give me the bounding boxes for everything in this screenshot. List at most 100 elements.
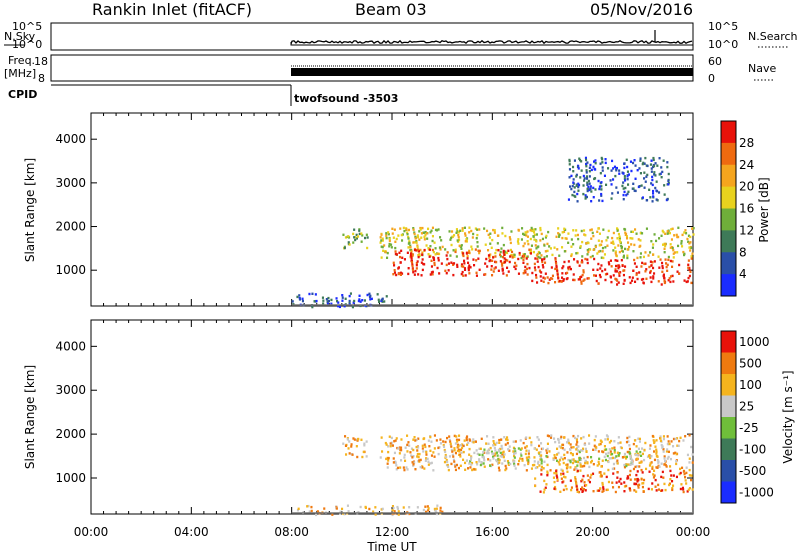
data-cell: [665, 262, 668, 265]
data-cell: [479, 447, 482, 450]
scatter-region: [534, 469, 694, 494]
data-cell: [632, 269, 635, 272]
data-cell: [449, 238, 452, 241]
data-cell: [587, 479, 590, 482]
data-cell: [578, 183, 581, 187]
data-cell: [575, 438, 578, 441]
data-cell: [659, 439, 662, 443]
data-cell: [441, 245, 444, 249]
data-cell: [555, 470, 558, 473]
data-cell: [641, 232, 644, 235]
data-cell: [628, 245, 631, 249]
data-cell: [565, 277, 568, 281]
data-cell: [360, 438, 363, 441]
data-cell: [690, 281, 693, 285]
data-cell: [660, 234, 663, 237]
data-cell: [546, 242, 549, 246]
data-cell: [598, 185, 601, 188]
data-cell: [403, 453, 406, 457]
data-cell: [639, 256, 642, 259]
data-cell: [487, 458, 490, 461]
data-cell: [417, 455, 420, 459]
data-cell: [594, 177, 597, 180]
data-cell: [480, 437, 483, 440]
data-cell: [690, 478, 693, 482]
data-cell: [655, 489, 658, 492]
data-cell: [557, 232, 560, 235]
data-cell: [298, 294, 301, 297]
data-cell: [671, 260, 674, 263]
data-cell: [546, 434, 549, 437]
data-cell: [421, 444, 424, 447]
data-cell: [498, 458, 501, 462]
colorbar-swatch: [721, 460, 736, 482]
data-cell: [674, 437, 677, 441]
data-cell: [645, 277, 648, 280]
data-cell: [401, 272, 404, 275]
data-cell: [394, 250, 397, 253]
data-cell: [502, 249, 505, 253]
data-cell: [363, 442, 366, 445]
data-cell: [446, 257, 449, 261]
data-cell: [530, 467, 533, 470]
data-cell: [583, 278, 586, 281]
data-cell: [468, 226, 471, 229]
colorbar-swatch: [721, 208, 736, 231]
data-cell: [301, 297, 304, 300]
data-cell: [682, 470, 685, 473]
data-cell: [564, 237, 567, 240]
data-cell: [499, 447, 502, 451]
data-cell: [484, 243, 487, 246]
data-cell: [658, 237, 661, 240]
data-cell: [561, 481, 564, 484]
data-cell: [426, 505, 429, 508]
data-cell: [561, 469, 564, 472]
data-cell: [393, 451, 396, 455]
data-cell: [453, 449, 456, 452]
data-cell: [561, 266, 564, 270]
data-cell: [359, 300, 362, 303]
data-cell: [639, 252, 642, 255]
data-cell: [668, 483, 671, 487]
data-cell: [343, 512, 346, 516]
data-cell: [402, 506, 405, 509]
data-cell: [399, 273, 402, 276]
data-cell: [624, 455, 627, 459]
data-cell: [661, 489, 664, 492]
nsky-trace-line: [290, 39, 693, 45]
data-cell: [565, 463, 568, 467]
data-cell: [403, 258, 406, 261]
data-cell: [522, 261, 525, 264]
data-cell: [688, 266, 691, 270]
data-cell: [613, 440, 616, 443]
data-cell: [649, 260, 652, 263]
data-cell: [596, 489, 599, 492]
data-cell: [612, 462, 615, 466]
data-cell: [635, 490, 638, 493]
data-cell: [586, 474, 589, 477]
data-cell: [672, 474, 675, 477]
data-cell: [628, 452, 631, 455]
data-cell: [416, 260, 419, 263]
data-cell: [338, 305, 341, 309]
data-cell: [561, 246, 564, 249]
data-cell: [614, 246, 617, 249]
data-cell: [612, 472, 615, 475]
data-cell: [590, 459, 593, 463]
data-cell: [653, 474, 656, 477]
colorbar-swatch: [721, 352, 736, 375]
data-cell: [542, 276, 545, 279]
data-cell: [540, 279, 543, 282]
data-cell: [618, 265, 621, 268]
data-cell: [496, 454, 499, 457]
data-cell: [437, 259, 440, 262]
data-cell: [567, 241, 570, 244]
data-cell: [549, 277, 552, 280]
data-cell: [653, 260, 656, 263]
data-cell: [671, 227, 674, 230]
data-cell: [688, 468, 691, 472]
data-cell: [594, 274, 597, 277]
data-cell: [588, 182, 591, 185]
data-cell: [523, 269, 526, 273]
